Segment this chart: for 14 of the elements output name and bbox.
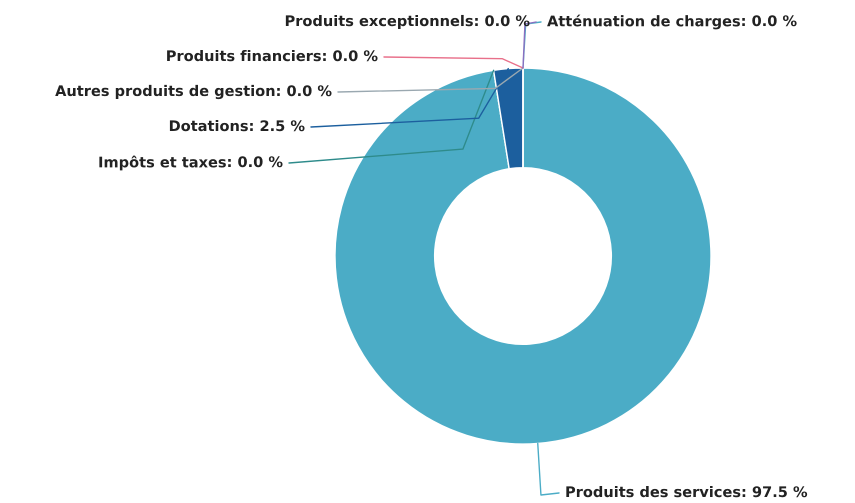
slice-label: Dotations [170, 120, 248, 132]
category-label: Autres produits de gestion [55, 84, 274, 100]
text: : 0.0 % [742, 15, 797, 26]
category-label: Atténuation de charges [547, 14, 740, 30]
data-label: : 97.5 % [742, 486, 808, 498]
category-label: Produits financiers [167, 50, 321, 62]
data-label: : 2.5 % [250, 120, 305, 132]
category-label: Produits exceptionnels [286, 14, 473, 30]
text: : 0.0 % [323, 50, 378, 62]
text: : 0.0 % [475, 15, 530, 26]
slice-label: Produits des services [566, 486, 740, 498]
category-label: Impôts et taxes [99, 156, 226, 170]
text: : 0.0 % [277, 85, 332, 96]
text: : 0.0 % [228, 156, 283, 168]
